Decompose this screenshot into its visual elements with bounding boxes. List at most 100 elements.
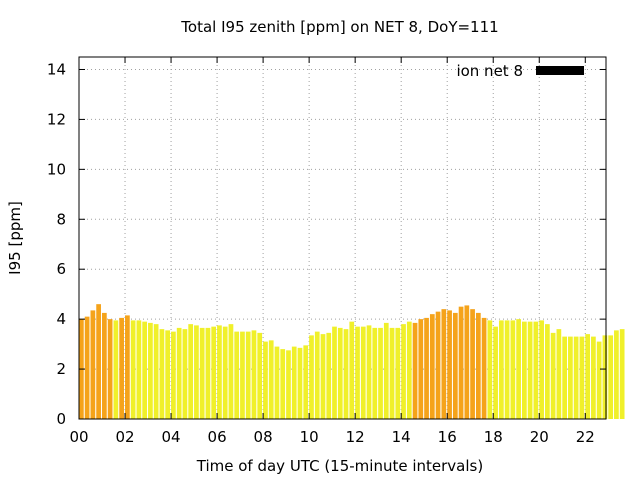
bar bbox=[522, 321, 527, 419]
bar bbox=[113, 320, 119, 419]
bar bbox=[337, 327, 343, 419]
bar bbox=[251, 330, 257, 419]
bar bbox=[470, 309, 475, 419]
bar bbox=[573, 336, 579, 419]
bar bbox=[487, 320, 493, 419]
bar bbox=[504, 320, 510, 419]
y-tick-label: 6 bbox=[56, 260, 66, 278]
bar bbox=[516, 319, 521, 419]
bar bbox=[107, 319, 113, 419]
y-tick-label: 12 bbox=[47, 110, 66, 128]
bar bbox=[291, 346, 297, 419]
x-tick-label: 08 bbox=[254, 428, 273, 446]
bar bbox=[142, 321, 148, 419]
bar bbox=[395, 327, 401, 419]
bar bbox=[424, 317, 429, 419]
y-tick-label: 8 bbox=[56, 210, 66, 228]
bar bbox=[205, 327, 211, 419]
bar bbox=[412, 322, 418, 419]
plot-frame bbox=[78, 56, 607, 420]
bar bbox=[245, 331, 251, 419]
bar bbox=[562, 336, 567, 419]
bar bbox=[119, 317, 124, 419]
bar bbox=[372, 327, 378, 419]
legend-swatch bbox=[536, 66, 584, 75]
bar bbox=[401, 324, 406, 419]
bar bbox=[406, 321, 412, 419]
bar bbox=[171, 331, 176, 419]
bar bbox=[614, 330, 619, 419]
legend-label: ion net 8 bbox=[456, 62, 523, 80]
legend: ion net 8 bbox=[456, 62, 584, 80]
bar bbox=[130, 320, 136, 419]
x-tick-label: 16 bbox=[438, 428, 457, 446]
bar bbox=[343, 329, 349, 419]
bar bbox=[96, 304, 101, 419]
y-tick-label: 4 bbox=[56, 310, 66, 328]
bar bbox=[447, 310, 452, 419]
x-tick-label: 22 bbox=[576, 428, 595, 446]
bar bbox=[355, 326, 360, 419]
bar bbox=[274, 346, 280, 419]
bar bbox=[510, 320, 516, 419]
grid-lines bbox=[79, 57, 606, 419]
bar bbox=[194, 325, 199, 419]
bar bbox=[579, 336, 585, 419]
x-tick-label: 12 bbox=[346, 428, 365, 446]
bar bbox=[481, 317, 487, 419]
bar bbox=[148, 322, 153, 419]
bars bbox=[79, 304, 625, 419]
x-tick-label: 02 bbox=[115, 428, 134, 446]
bar bbox=[545, 324, 550, 419]
bar bbox=[556, 329, 562, 419]
bar bbox=[102, 312, 107, 419]
bar bbox=[585, 334, 591, 419]
chart-title: Total I95 zenith [ppm] on NET 8, DoY=111 bbox=[180, 18, 498, 36]
bar bbox=[429, 314, 435, 419]
y-tick-label: 14 bbox=[47, 60, 66, 78]
y-axis-ticks: 0 2 4 6 8 10 12 14 bbox=[47, 60, 606, 428]
bar bbox=[314, 331, 320, 419]
bar bbox=[533, 321, 539, 419]
y-tick-label: 10 bbox=[47, 160, 66, 178]
bar bbox=[435, 311, 441, 419]
bar bbox=[309, 335, 314, 419]
bar bbox=[326, 332, 332, 419]
bar bbox=[608, 335, 614, 419]
bar bbox=[234, 331, 240, 419]
bar bbox=[493, 326, 498, 419]
bar bbox=[297, 347, 303, 419]
bar bbox=[568, 336, 573, 419]
bar bbox=[332, 326, 337, 419]
bar bbox=[263, 341, 268, 419]
x-tick-label: 18 bbox=[484, 428, 503, 446]
bar bbox=[539, 320, 544, 419]
bar bbox=[159, 329, 165, 419]
bar bbox=[286, 350, 291, 419]
bar bbox=[418, 319, 424, 419]
x-axis-ticks: 00 02 04 06 08 10 12 14 16 18 20 22 bbox=[69, 57, 595, 446]
y-tick-label: 2 bbox=[56, 360, 66, 378]
bar bbox=[441, 309, 447, 419]
y-axis-label: I95 [ppm] bbox=[6, 201, 24, 275]
bar bbox=[475, 312, 481, 419]
bar bbox=[602, 335, 608, 419]
x-tick-label: 10 bbox=[300, 428, 319, 446]
bar bbox=[619, 329, 625, 419]
bar bbox=[498, 320, 504, 419]
bar bbox=[464, 305, 470, 419]
bar bbox=[199, 327, 205, 419]
x-axis-label: Time of day UTC (15-minute intervals) bbox=[196, 457, 483, 475]
bar bbox=[280, 349, 286, 419]
bar bbox=[320, 334, 326, 419]
bar bbox=[217, 325, 222, 419]
y-tick-label: 0 bbox=[56, 410, 66, 428]
bar bbox=[188, 324, 194, 419]
bar bbox=[228, 324, 234, 419]
bar bbox=[550, 332, 556, 419]
bar bbox=[125, 315, 130, 419]
bar bbox=[366, 325, 372, 419]
x-tick-label: 06 bbox=[208, 428, 227, 446]
bar bbox=[165, 330, 171, 419]
